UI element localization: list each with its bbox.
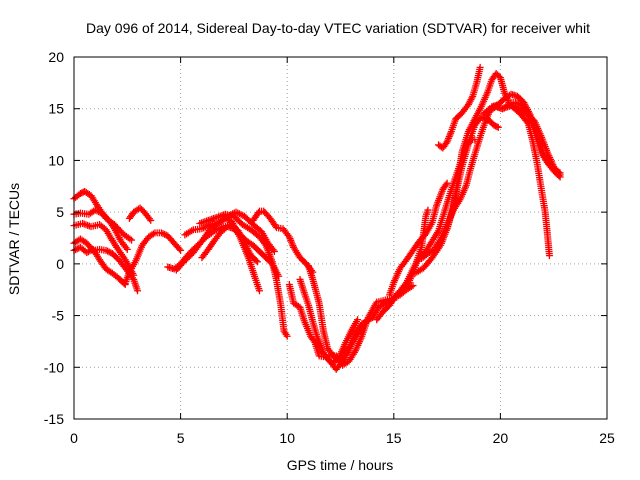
series-arc26 (488, 90, 564, 177)
data-point-marker (401, 280, 409, 288)
x-tick-label: 15 (386, 430, 402, 446)
data-point-marker (443, 179, 451, 187)
data-point-marker (252, 257, 260, 265)
x-tick-label: 5 (177, 430, 185, 446)
data-point-marker (134, 287, 142, 295)
data-point-marker (555, 168, 563, 176)
y-axis-title: SDTVAR / TECUs (6, 183, 22, 295)
series-arc7 (125, 204, 155, 224)
data-point-marker (409, 282, 417, 290)
series-arc6 (121, 229, 185, 288)
data-point-marker (102, 246, 110, 254)
data-point-marker (269, 246, 277, 254)
data-point-marker (83, 248, 91, 256)
plot-frame (73, 56, 608, 420)
data-point-marker (105, 248, 113, 256)
data-point-marker (556, 169, 564, 177)
data-point-marker (468, 94, 476, 102)
data-point-marker (72, 246, 80, 254)
y-tick-label: -15 (44, 411, 64, 427)
data-point-marker (104, 247, 112, 255)
x-tick-label: 20 (493, 430, 509, 446)
y-tick-label: 10 (48, 152, 64, 168)
series-arc5 (70, 243, 129, 289)
data-point-marker (275, 272, 283, 280)
data-point-marker (123, 245, 131, 253)
x-tick-label: 0 (70, 430, 78, 446)
data-point-marker (95, 208, 103, 216)
series-arc23 (435, 63, 484, 152)
data-point-marker (147, 216, 155, 224)
data-point-marker (175, 245, 183, 253)
y-tick-label: 20 (48, 49, 64, 65)
series-arc19 (386, 179, 451, 299)
data-point-marker (159, 230, 167, 238)
series-arc11 (196, 210, 291, 340)
y-tick-label: -5 (52, 308, 65, 324)
data-point-marker (93, 207, 101, 215)
x-axis-title: GPS time / hours (287, 457, 394, 473)
data-point-marker (149, 230, 157, 238)
x-tick-label: 25 (599, 430, 615, 446)
data-point-marker (493, 123, 501, 131)
data-point-marker (476, 63, 484, 71)
data-point-marker (255, 287, 263, 295)
y-tick-label: -10 (44, 359, 64, 375)
series-arc12 (198, 223, 283, 280)
data-point-marker (122, 244, 130, 252)
y-tick-label: 15 (48, 101, 64, 117)
data-point-marker (91, 206, 99, 214)
data-point-marker (145, 215, 153, 223)
data-point-marker (494, 123, 502, 131)
data-layer (70, 63, 564, 373)
y-tick-label: 0 (56, 256, 64, 272)
data-point-marker (424, 206, 432, 214)
data-point-marker (310, 337, 318, 345)
data-point-marker (407, 283, 415, 291)
series-arc17 (326, 282, 417, 369)
data-point-marker (128, 236, 136, 244)
chart-title: Day 096 of 2014, Sidereal Day-to-day VTE… (86, 20, 590, 36)
x-tick-label: 10 (279, 430, 295, 446)
y-tick-label: 5 (56, 204, 64, 220)
data-point-marker (157, 229, 165, 237)
data-point-marker (253, 258, 261, 266)
data-point-marker (442, 181, 450, 189)
data-point-marker (177, 246, 185, 254)
data-point-marker (283, 332, 291, 340)
data-point-marker (270, 247, 278, 255)
data-point-marker (161, 230, 169, 238)
tick-layer: 0 5 10 15 20 25 -15 -10 -5 0 5 10 15 20 (44, 49, 615, 446)
data-point-marker (545, 252, 553, 260)
series-arc2 (70, 206, 131, 253)
data-point-marker (354, 316, 362, 324)
data-point-marker (254, 209, 262, 217)
data-point-marker (84, 248, 92, 256)
